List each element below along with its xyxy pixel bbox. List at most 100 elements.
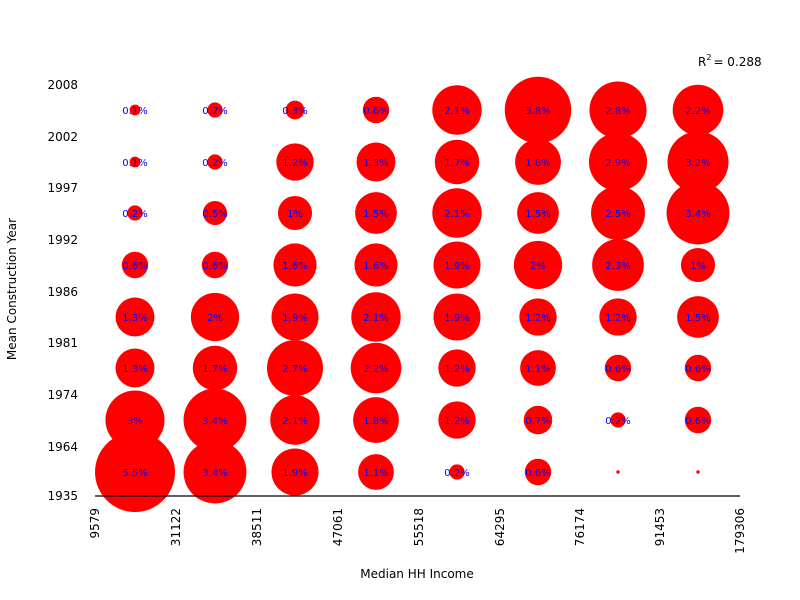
bubble-label-r5-c0: 0.2% [122,209,147,220]
bubble-r0-c5 [524,458,552,486]
bubble-label-r0-c1: 3.4% [202,468,227,479]
r-squared-symbol: R [698,55,706,69]
y-axis-title: Mean Construction Year [5,218,19,360]
y-tick-label: 2008 [47,78,78,92]
bubble-r5-c0 [127,205,143,221]
bubble-label-r7-c3: 0.6% [363,106,388,117]
bubble-label-r5-c4: 2.1% [444,209,469,220]
bubble-r3-c5 [519,298,557,336]
bubble-r1-c7 [684,406,712,434]
bubble-r2-c5 [520,350,556,386]
bubble-r7-c5 [504,76,572,144]
bubble-r6-c0 [129,156,141,168]
r-squared-exponent: 2 [706,53,711,62]
r-squared-annotation: R2 = 0.288 [698,53,762,69]
bubble-label-r7-c7: 2.2% [685,106,710,117]
bubble-r3-c4 [433,293,481,341]
bubble-label-r6-c6: 2.9% [605,158,630,169]
bubble-label-r2-c5: 1.1% [525,364,550,375]
bubble-label-r4-c0: 0.6% [122,261,147,272]
bubble-r2-c4 [438,349,476,387]
bubble-label-r3-c2: 1.9% [282,313,307,324]
bubble-label-r4-c6: 2.3% [605,261,630,272]
bubble-r4-c2 [273,243,317,287]
x-tick-label: 76174 [573,508,587,546]
bubble-r6-c4 [434,139,480,185]
bubble-label-r7-c4: 2.1% [444,106,469,117]
bubble-r5-c7 [666,181,730,245]
y-tick-label: 1997 [47,181,78,195]
bubble-r6-c5 [515,139,561,185]
bubble-r6-c6 [588,132,648,192]
y-tick-label: 1974 [47,388,78,402]
bubble-label-r2-c3: 2.2% [363,364,388,375]
bubble-layer [95,76,730,512]
bubble-r7-c3 [362,96,390,124]
bubble-label-r0-c0: 5.5% [122,468,147,479]
bubble-r5-c1 [202,200,228,226]
bubble-label-r1-c4: 1.2% [444,416,469,427]
bubble-label-r5-c6: 2.5% [605,209,630,220]
bubble-label-r3-c5: 1.2% [525,313,550,324]
bubble-r2-c0 [115,348,155,388]
bubble-r6-c7 [667,131,729,193]
bubble-label-layer: 0.1% 0.2% 0.3% 0.6% 2.1% 3.8% 2.8% 2.2% 0.1% 0.2%… [122,106,710,479]
bubble-label-r2-c2: 2.7% [282,364,307,375]
x-tick-label: 47061 [331,508,345,546]
bubble-r3-c7 [677,296,719,338]
bubble-label-r3-c0: 1.3% [122,313,147,324]
bubble-r2-c2 [266,339,324,397]
bubble-label-r3-c3: 2.1% [363,313,388,324]
bubble-label-r6-c0: 0.1% [122,158,147,169]
y-tick-label: 1981 [47,336,78,350]
bubble-r1-c3 [353,397,399,443]
bubble-label-r1-c6: 0.2% [605,416,630,427]
bubble-label-r5-c2: 1% [287,209,303,220]
bubble-label-r1-c3: 1.8% [363,416,388,427]
x-tick-label: 64295 [493,508,507,546]
bubble-label-r3-c6: 1.2% [605,313,630,324]
y-tick-label: 1986 [47,285,78,299]
bubble-label-r2-c1: 1.7% [202,364,227,375]
bubble-label-r5-c1: 0.5% [202,209,227,220]
x-axis-title: Median HH Income [360,567,473,581]
bubble-r3-c6 [599,298,637,336]
bubble-r0-c6 [616,470,620,474]
x-tick-label: 179306 [733,508,747,554]
bubble-label-r7-c5: 3.8% [525,106,550,117]
bubble-r7-c0 [129,104,141,116]
bubble-label-r6-c3: 1.3% [363,158,388,169]
bubble-r5-c4 [432,188,482,238]
bubble-label-r6-c2: 1.2% [282,158,307,169]
bubble-r3-c0 [115,297,155,337]
bubble-r0-c2 [271,448,319,496]
bubble-r4-c3 [354,243,398,287]
bubble-label-r0-c5: 0.6% [525,468,550,479]
bubble-label-r4-c4: 1.9% [444,261,469,272]
bubble-label-r1-c2: 2.1% [282,416,307,427]
bubble-label-r7-c1: 0.2% [202,106,227,117]
bubble-r5-c3 [355,192,397,234]
y-tick-label: 2002 [47,130,78,144]
bubble-r1-c0 [105,390,165,450]
bubble-label-r1-c0: 3% [127,416,143,427]
bubble-label-r5-c5: 1.5% [525,209,550,220]
bubble-r0-c4 [449,464,465,480]
bubble-r4-c1 [201,251,229,279]
bubble-label-r6-c7: 3.2% [685,158,710,169]
bubble-label-r2-c7: 0.6% [685,364,710,375]
bubble-r2-c1 [192,345,238,391]
bubble-r7-c6 [589,81,647,139]
x-tick-label: 38511 [250,508,264,546]
bubble-r3-c1 [190,292,240,342]
bubble-r5-c2 [277,195,313,231]
bubble-label-r4-c5: 2% [530,261,546,272]
bubble-r6-c1 [207,154,223,170]
x-tick-label: 91453 [653,508,667,546]
bubble-r2-c7 [684,354,712,382]
bubble-r2-c3 [350,342,402,394]
bubble-label-r0-c2: 1.9% [282,468,307,479]
bubble-label-r1-c1: 3.4% [202,416,227,427]
bubble-label-r0-c4: 0.2% [444,468,469,479]
bubble-r5-c5 [517,192,559,234]
